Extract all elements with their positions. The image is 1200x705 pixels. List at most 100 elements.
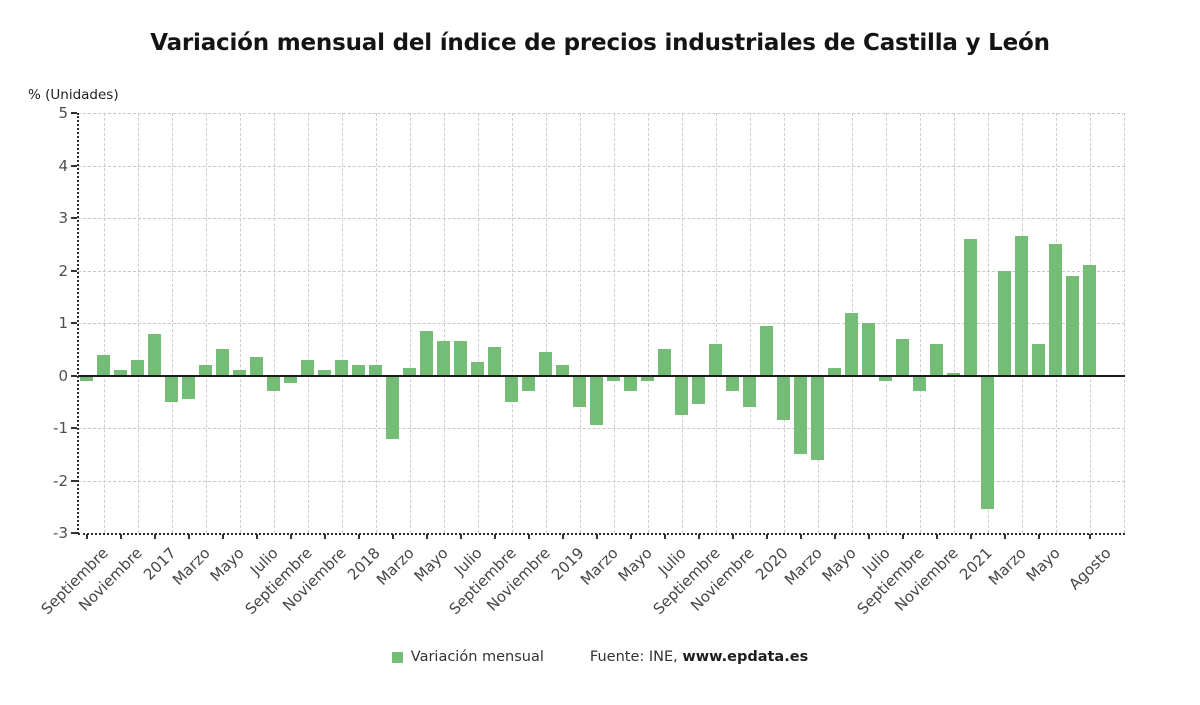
- bar: [998, 270, 1011, 376]
- x-axis-tick: [1003, 534, 1006, 539]
- x-axis-tick: [391, 534, 394, 539]
- vertical-gridline: [681, 113, 683, 533]
- y-axis-label: 3: [58, 209, 68, 227]
- x-axis-tick: [221, 534, 224, 539]
- bar: [556, 365, 569, 376]
- bar: [97, 354, 110, 376]
- horizontal-gridline: [78, 270, 1125, 272]
- bar: [267, 375, 280, 392]
- bar: [437, 341, 450, 376]
- vertical-gridline: [579, 113, 581, 533]
- vertical-gridline: [1124, 113, 1125, 533]
- x-axis-tick: [935, 534, 938, 539]
- bar: [182, 375, 195, 400]
- x-axis-label: Mayo: [410, 544, 452, 586]
- bar: [913, 375, 926, 392]
- bar: [811, 375, 824, 460]
- y-axis-tick: [71, 374, 77, 377]
- x-axis-tick: [833, 534, 836, 539]
- vertical-gridline: [171, 113, 173, 533]
- x-axis-tick: [153, 534, 156, 539]
- bar: [964, 239, 977, 376]
- horizontal-gridline: [78, 218, 1125, 219]
- x-axis-tick: [765, 534, 768, 539]
- vertical-gridline: [205, 113, 207, 533]
- bar: [199, 365, 212, 376]
- vertical-gridline: [375, 113, 377, 533]
- y-axis-tick: [71, 269, 77, 272]
- y-axis-tick: [71, 164, 77, 167]
- x-axis-tick: [119, 534, 122, 539]
- x-axis-tick: [799, 534, 802, 539]
- x-axis-label: Marzo: [372, 544, 418, 589]
- vertical-gridline: [239, 113, 241, 533]
- legend-label: Variación mensual: [410, 649, 544, 665]
- bar: [862, 323, 875, 376]
- bar: [233, 370, 246, 376]
- bar: [930, 344, 943, 376]
- bar: [80, 375, 93, 381]
- x-axis-tick: [561, 534, 564, 539]
- bar: [794, 375, 807, 455]
- y-axis-label: 4: [58, 156, 68, 175]
- x-axis-label: Mayo: [818, 544, 860, 586]
- bar: [1083, 265, 1096, 376]
- x-axis-tick: [255, 534, 258, 539]
- vertical-gridline: [409, 113, 411, 533]
- vertical-gridline: [341, 113, 343, 533]
- bar: [386, 375, 399, 439]
- vertical-gridline: [273, 113, 275, 533]
- bar: [896, 338, 909, 376]
- bar: [760, 325, 773, 376]
- bar: [675, 375, 688, 415]
- vertical-gridline: [103, 113, 105, 533]
- y-axis-line: [77, 113, 79, 534]
- bar: [981, 375, 994, 510]
- x-axis-tick: [323, 534, 326, 539]
- bar: [250, 357, 263, 376]
- horizontal-gridline: [78, 323, 1125, 324]
- bar: [879, 375, 892, 381]
- vertical-gridline: [443, 113, 445, 533]
- x-axis-tick: [969, 534, 972, 539]
- x-axis-tick: [663, 534, 666, 539]
- x-axis-label: Marzo: [984, 544, 1030, 589]
- x-axis-tick: [697, 534, 700, 539]
- x-axis-label: Marzo: [576, 544, 622, 589]
- y-axis-label: 0: [58, 366, 68, 385]
- bar: [726, 375, 739, 392]
- bar: [1032, 344, 1045, 376]
- bar: [590, 375, 603, 426]
- y-axis-label: 2: [58, 261, 68, 280]
- bar: [335, 359, 348, 376]
- bar: [114, 370, 127, 376]
- bar: [845, 312, 858, 376]
- bar: [216, 349, 229, 376]
- zero-line: [78, 374, 1125, 377]
- y-axis-label: -2: [53, 471, 68, 490]
- legend-swatch-icon: [391, 651, 403, 663]
- bar: [318, 370, 331, 376]
- vertical-gridline: [137, 113, 139, 533]
- x-axis-tick: [867, 534, 870, 539]
- bar: [573, 375, 586, 407]
- horizontal-gridline: [78, 428, 1125, 429]
- bar: [454, 341, 467, 376]
- vertical-gridline: [885, 113, 887, 533]
- bar: [505, 375, 518, 402]
- bar: [131, 359, 144, 376]
- bar: [692, 375, 705, 405]
- source-link: www.epdata.es: [682, 649, 809, 665]
- vertical-gridline: [987, 113, 989, 533]
- y-axis-tick: [71, 112, 77, 114]
- bar: [1066, 275, 1079, 376]
- bar: [148, 333, 161, 376]
- x-axis-label: Agosto: [1064, 544, 1115, 594]
- vertical-gridline: [647, 113, 649, 533]
- y-axis-tick: [71, 532, 77, 534]
- x-axis-label: Mayo: [1022, 544, 1064, 586]
- bar: [420, 330, 433, 376]
- legend-item-variacion-mensual[interactable]: Variación mensual: [391, 649, 544, 665]
- bar: [709, 344, 722, 376]
- source-text: Fuente: INE, www.epdata.es: [590, 649, 808, 665]
